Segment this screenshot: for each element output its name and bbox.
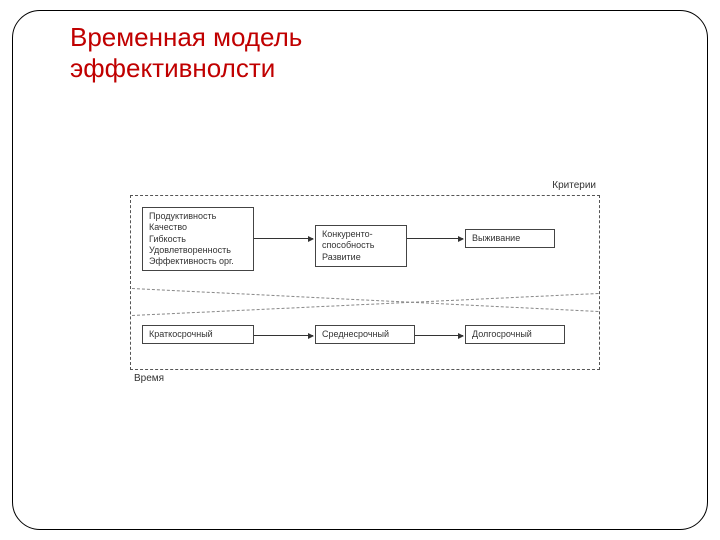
diagram-container: Критерии Время ПродуктивностьКачествоГиб… [130,195,600,370]
title-line-1: Временная модель [70,22,302,52]
box-mid: Среднесрочный [315,325,415,344]
arrow [254,238,313,239]
box-competitive: Конкуренто-способностьРазвитие [315,225,407,267]
box-long: Долгосрочный [465,325,565,344]
box-text: Краткосрочный [149,329,247,340]
box-text: Качество [149,222,247,233]
label-time: Время [134,373,164,384]
arrow [407,238,463,239]
box-text: способность [322,240,400,251]
box-text: Среднесрочный [322,329,408,340]
arrow [254,335,313,336]
box-text: Долгосрочный [472,329,558,340]
box-survival: Выживание [465,229,555,248]
box-text: Гибкость [149,234,247,245]
box-text: Продуктивность [149,211,247,222]
box-text: Выживание [472,233,548,244]
arrow [415,335,463,336]
box-text: Эффективность орг. [149,256,247,267]
box-short: Краткосрочный [142,325,254,344]
box-text: Удовлетворенность [149,245,247,256]
title-line-2: эффективнолсти [70,53,275,83]
page-title: Временная модель эффективнолсти [70,22,302,84]
box-text: Конкуренто- [322,229,400,240]
box-productivity: ПродуктивностьКачествоГибкостьУдовлетвор… [142,207,254,271]
box-text: Развитие [322,252,400,263]
label-criteria: Критерии [552,180,596,191]
